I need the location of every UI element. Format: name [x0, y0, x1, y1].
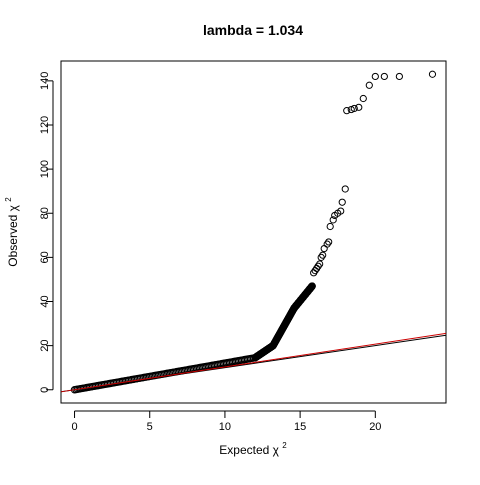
x-tick-label: 15: [294, 421, 306, 433]
y-tick-label: 80: [39, 207, 51, 219]
qq-point: [428, 70, 437, 78]
x-axis-label: Expected χ 2: [219, 441, 287, 457]
qq-point: [341, 185, 349, 193]
y-tick-label: 120: [39, 116, 51, 134]
reference-lines: [60, 332, 447, 393]
qq-point: [319, 251, 327, 259]
qq-point: [316, 260, 324, 268]
y-tick-label: 100: [39, 160, 51, 178]
y-axis: 0 20 40 60 80 100 120 140: [39, 72, 54, 393]
qq-point: [325, 238, 333, 246]
qq-point: [395, 72, 403, 81]
qq-point: [359, 94, 367, 103]
qq-point: [350, 104, 358, 113]
y-axis-label-base: Observed χ: [6, 204, 20, 266]
qq-point: [371, 72, 379, 81]
y-tick-label: 20: [39, 340, 51, 352]
x-tick-label: 10: [219, 421, 231, 433]
qq-point: [338, 198, 346, 206]
y-tick-label: 40: [39, 295, 51, 307]
qq-point: [308, 282, 316, 290]
y-axis-label-superscript: 2: [4, 197, 13, 202]
qq-point: [380, 72, 388, 81]
reference-line: [60, 332, 447, 393]
qq-point: [323, 240, 331, 248]
qq-point: [326, 222, 334, 231]
y-tick-label: 0: [39, 387, 51, 393]
y-tick-label: 140: [39, 72, 51, 90]
x-axis-label-superscript: 2: [282, 441, 287, 450]
plot-frame: [60, 60, 447, 404]
chart-title: lambda = 1.034: [203, 22, 303, 38]
y-tick-label: 60: [39, 251, 51, 263]
qq-point: [314, 262, 322, 270]
qq-point: [365, 81, 373, 89]
qq-point: [343, 107, 351, 115]
qq-point: [347, 105, 355, 114]
qq-point: [337, 207, 345, 215]
x-tick-label: 0: [71, 421, 77, 433]
x-axis-label-base: Expected χ: [219, 443, 279, 457]
qq-point: [355, 103, 363, 111]
x-tick-label: 5: [147, 421, 153, 433]
x-axis: 0 5 10 15 20: [71, 410, 381, 433]
qq-point: [329, 216, 337, 224]
qq-point: [317, 253, 325, 261]
x-tick-label: 20: [369, 421, 381, 433]
y-axis-label: Observed χ 2: [4, 197, 20, 267]
qq-points: [308, 70, 437, 290]
